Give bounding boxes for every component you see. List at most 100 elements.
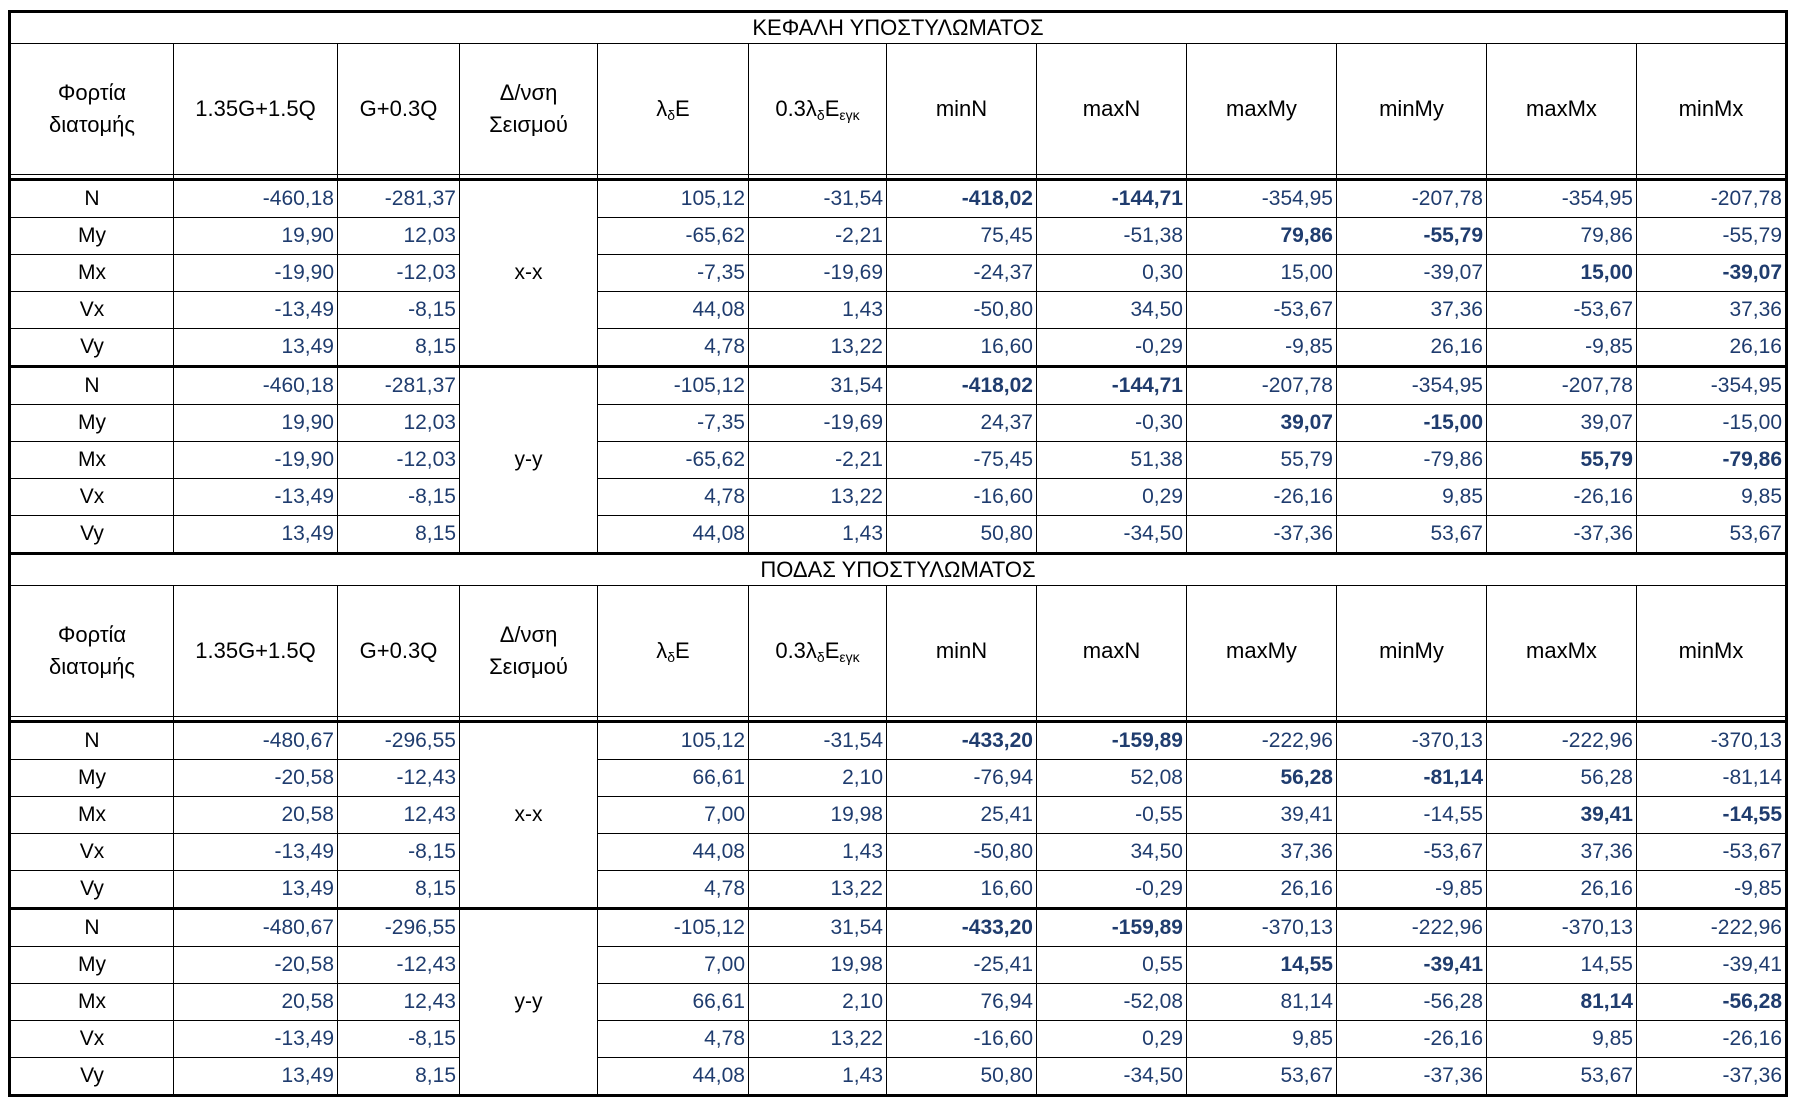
cell-combo-seismic: 12,43 [337,983,460,1021]
cell-value: 39,07 [1280,411,1333,434]
cell-combo-uls: 19,90 [173,217,338,255]
cell-max-my: 26,16 [1186,870,1337,910]
header-min-my: minMy [1336,585,1487,717]
cell-min-my: -370,13 [1336,720,1487,760]
cell-combo-seismic: -12,43 [337,946,460,984]
cell-max-n: 0,29 [1036,1020,1187,1058]
cell-value: 16,60 [980,335,1033,358]
cell-value: -31,54 [823,729,883,752]
cell-value: 4,78 [704,1027,745,1050]
cell-lambda-e: -7,35 [597,254,749,292]
cell-lambda-e: -105,12 [597,365,749,405]
cell-value: -19,90 [274,448,334,471]
header-lambda-e-env: 0.3λδEεγκ0.3λδEεγκ [748,43,887,175]
row-label: My [8,217,174,255]
table-row: Vy 13,49 8,15 4,78 13,22 16,60 -0,29 -9,85 26,16… [8,328,1788,368]
header-text: minMy [1379,96,1444,122]
cell-value: -81,14 [1423,766,1483,789]
cell-lambda-e: 4,78 [597,1020,749,1058]
cell-value: 44,08 [692,1064,745,1087]
header-max-n: maxN [1036,585,1187,717]
cell-max-mx: 39,07 [1486,404,1637,442]
header-max-n: maxN [1036,43,1187,175]
header-seismic-direction: Δ/νση Σεισμού [459,585,598,717]
row-label: Mx [8,983,174,1021]
row-label-text: N [84,916,100,939]
header-lambda-e: λδEλδE [597,43,749,175]
cell-value: -222,96 [1710,916,1782,939]
cell-value: -370,13 [1561,916,1633,939]
cell-max-mx: 56,28 [1486,759,1637,797]
cell-min-my: -15,00 [1336,404,1487,442]
cell-value: 20,58 [281,990,334,1013]
cell-lambda-e-env: 1,43 [748,291,887,329]
cell-max-my: 56,28 [1186,759,1337,797]
cell-min-mx: 53,67 [1636,515,1788,555]
cell-max-n: -0,29 [1036,328,1187,368]
cell-value: -26,16 [1423,1027,1483,1050]
cell-combo-uls: -460,18 [173,365,338,405]
cell-value: -19,90 [274,261,334,284]
cell-value: 50,80 [980,1064,1033,1087]
cell-value: -207,78 [1261,374,1333,397]
cell-value: -9,85 [1585,335,1633,358]
cell-min-mx: -39,41 [1636,946,1788,984]
cell-value: -9,85 [1435,877,1483,900]
header-gap-row [8,716,1788,722]
cell-value: -2,21 [835,224,883,247]
cell-value: 9,85 [1741,485,1782,508]
cell-value: -370,13 [1411,729,1483,752]
cell-combo-uls: -460,18 [173,178,338,218]
cell-value: -222,96 [1411,916,1483,939]
cell-lambda-e: 4,78 [597,328,749,368]
header-text: maxMy [1226,638,1297,664]
cell-combo-uls: -13,49 [173,478,338,516]
cell-value: 26,16 [1430,335,1483,358]
header-text: G+0.3Q [359,96,438,122]
cell-min-mx: -14,55 [1636,796,1788,834]
row-label-text: N [84,374,100,397]
cell-value: 52,08 [1130,766,1183,789]
row-label-text: Vx [79,840,105,863]
cell-value: -13,49 [274,1027,334,1050]
cell-value: 66,61 [692,766,745,789]
cell-min-n: -418,02 [886,365,1037,405]
cell-value: 37,36 [1430,298,1483,321]
cell-combo-uls: -19,90 [173,254,338,292]
cell-combo-seismic: -12,03 [337,254,460,292]
row-label: N [8,365,174,405]
row-label: My [8,759,174,797]
cell-combo-uls: -13,49 [173,833,338,871]
column-foot-title-row: ΠΟΔΑΣ ΥΠΟΣΤΥΛΩΜΑΤΟΣ [8,552,1788,586]
cell-value: -26,16 [1722,1027,1782,1050]
cell-value: 1,43 [842,298,883,321]
cell-value: 76,94 [980,990,1033,1013]
cell-value: 14,55 [1580,953,1633,976]
cell-combo-seismic: 12,43 [337,796,460,834]
cell-combo-uls: -480,67 [173,907,338,947]
table-row: Vx -13,49 -8,15 44,08 1,43 -50,80 34,50 -53,67 3… [8,291,1788,329]
cell-max-n: -159,89 [1036,720,1187,760]
cell-min-mx: -15,00 [1636,404,1788,442]
cell-lambda-e: 7,00 [597,796,749,834]
table-row: Vy 13,49 8,15 4,78 13,22 16,60 -0,29 26,16 -9,85… [8,870,1788,910]
cell-value: -39,07 [1722,261,1782,284]
cell-value: 53,67 [1430,522,1483,545]
cell-combo-uls: -480,67 [173,720,338,760]
cell-value: 13,22 [830,335,883,358]
seismic-direction-cell: x-x [459,178,598,368]
header-symbol: λδE [656,637,690,665]
cell-max-n: -51,38 [1036,217,1187,255]
header-max-mx: maxMx [1486,585,1637,717]
cell-lambda-e: -65,62 [597,217,749,255]
header-text: minMx [1678,96,1744,122]
cell-min-n: 50,80 [886,515,1037,555]
cell-value: -144,71 [1111,374,1183,397]
header-text: 1.35G+1.5Q [195,96,316,122]
cell-value: -370,13 [1710,729,1782,752]
row-label-text: Mx [78,990,106,1013]
cell-value: 81,14 [1580,990,1633,1013]
cell-min-mx: -39,07 [1636,254,1788,292]
cell-value: 7,00 [704,803,745,826]
cell-value: -79,86 [1423,448,1483,471]
